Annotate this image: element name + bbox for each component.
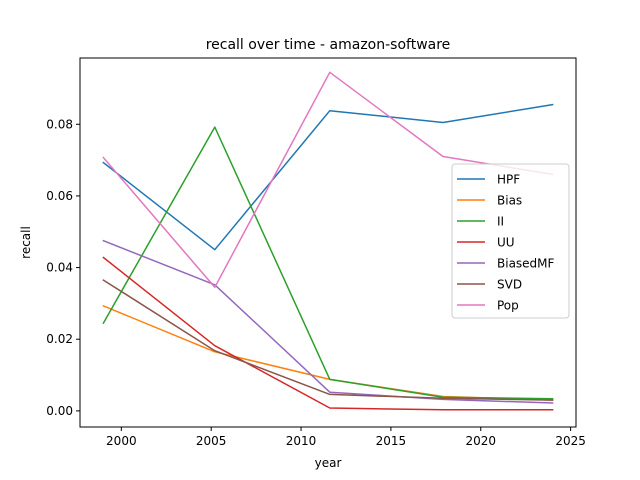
x-tick-label: 2000 xyxy=(106,434,137,448)
x-axis-label: year xyxy=(315,456,342,470)
series-line-svd xyxy=(102,279,554,401)
legend-label-bias: Bias xyxy=(497,194,522,208)
legend-label-hpf: HPF xyxy=(497,173,520,187)
y-axis: 0.00 0.02 0.04 0.06 0.08 xyxy=(46,117,80,418)
axes-frame xyxy=(79,57,577,428)
x-axis: 2000 2005 2010 2015 2020 2025 xyxy=(106,427,586,448)
series-line-pop xyxy=(102,71,554,289)
legend-items: HPF Bias II UU BiasedMF SVD Pop xyxy=(457,173,555,313)
y-tick-label: 0.08 xyxy=(46,117,73,131)
legend-label-svd: SVD xyxy=(497,278,522,292)
series-layer xyxy=(102,71,554,411)
y-tick-label: 0.04 xyxy=(46,261,73,275)
y-tick-label: 0.06 xyxy=(46,189,73,203)
y-tick-label: 0.02 xyxy=(46,332,73,346)
legend-label-ii: II xyxy=(497,215,504,229)
legend-label-biasedmf: BiasedMF xyxy=(497,257,555,271)
legend-label-pop: Pop xyxy=(497,299,519,313)
x-tick-label: 2005 xyxy=(196,434,227,448)
x-tick-label: 2020 xyxy=(465,434,496,448)
y-axis-label: recall xyxy=(19,226,33,259)
x-tick-label: 2015 xyxy=(376,434,407,448)
x-tick-label: 2025 xyxy=(555,434,586,448)
series-line-biasedmf xyxy=(102,239,554,404)
chart-title: recall over time - amazon-software xyxy=(206,37,451,53)
legend-label-uu: UU xyxy=(497,236,515,250)
series-line-uu xyxy=(102,256,554,411)
x-tick-label: 2010 xyxy=(286,434,317,448)
series-line-hpf xyxy=(102,103,554,251)
legend: HPF Bias II UU BiasedMF SVD Pop xyxy=(451,163,570,319)
legend-box xyxy=(451,163,570,319)
y-tick-label: 0.00 xyxy=(46,404,73,418)
series-line-ii xyxy=(102,126,554,400)
